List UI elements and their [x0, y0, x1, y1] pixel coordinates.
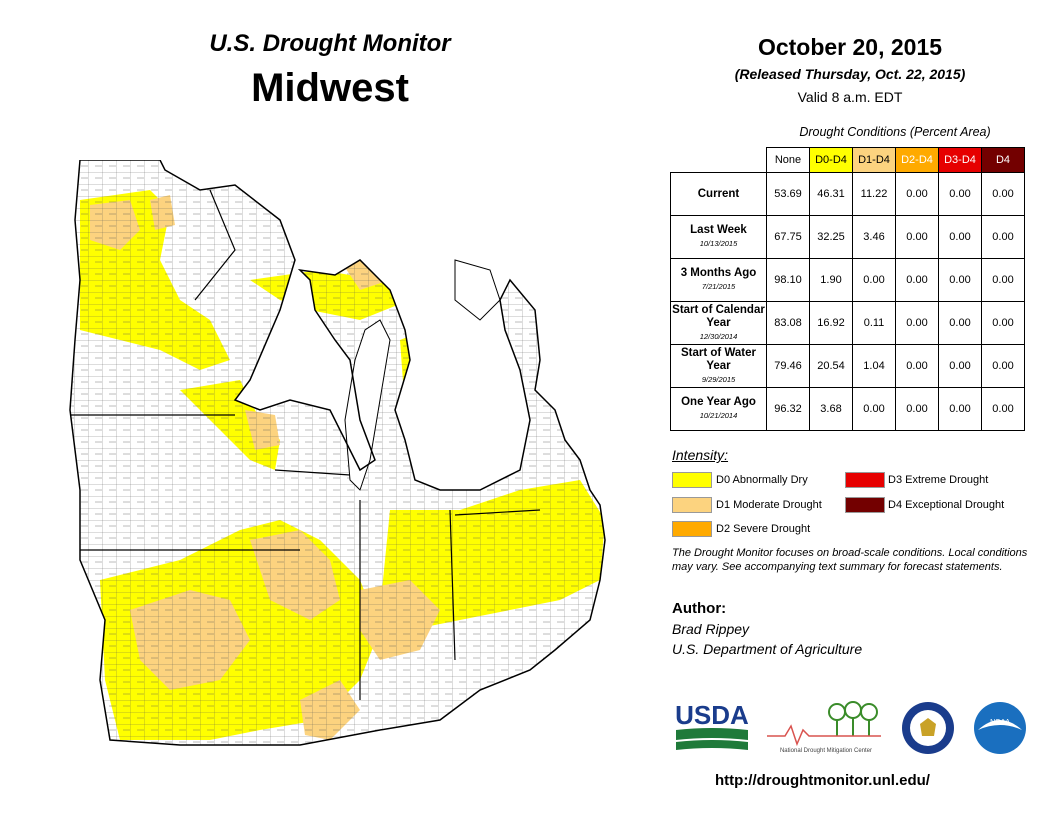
lake-michigan	[344, 319, 391, 491]
svg-text:USDA: USDA	[675, 700, 749, 730]
legend-swatch-d3	[845, 472, 885, 488]
table-cell: 0.00	[852, 387, 896, 431]
table-row: Last Week 10/13/2015 67.75 32.25 3.46 0.0…	[670, 215, 1025, 259]
table-row: 3 Months Ago 7/21/2015 98.10 1.90 0.00 0.…	[670, 258, 1025, 302]
table-row: Start of Calendar Year 12/30/2014 83.08 1…	[670, 301, 1025, 345]
table-cell: 0.00	[981, 387, 1025, 431]
legend-swatch-d4	[845, 497, 885, 513]
table-cell: 20.54	[809, 344, 853, 388]
table-cell: 0.00	[938, 344, 982, 388]
table-cell: 96.32	[766, 387, 810, 431]
ndmc-logo[interactable]: National Drought Mitigation Center	[765, 700, 887, 756]
release-date: (Released Thursday, Oct. 22, 2015)	[734, 66, 966, 82]
legend-label-d0: D0 Abnormally Dry	[716, 474, 808, 486]
commerce-seal-icon[interactable]	[900, 700, 956, 756]
legend-label-d2: D2 Severe Drought	[716, 523, 811, 535]
table-corner	[670, 147, 767, 173]
row-label: Start of Water Year 9/29/2015	[670, 344, 767, 388]
table-cell: 0.00	[895, 215, 939, 259]
table-cell: 16.92	[809, 301, 853, 345]
table-cell: 3.68	[809, 387, 853, 431]
legend-swatch-d0	[672, 472, 712, 488]
author-name: Brad Rippey	[672, 621, 750, 637]
table-cell: 0.00	[895, 258, 939, 302]
table-cell: 0.00	[981, 301, 1025, 345]
table-cell: 79.46	[766, 344, 810, 388]
table-cell: 0.00	[895, 301, 939, 345]
column-header-none: None	[766, 147, 810, 173]
table-cell: 32.25	[809, 215, 853, 259]
legend-label-d4: D4 Exceptional Drought	[888, 499, 1005, 511]
table-cell: 3.46	[852, 215, 896, 259]
legend-title: Intensity:	[672, 447, 729, 463]
region-outline	[69, 160, 606, 746]
svg-text:NOAA: NOAA	[990, 719, 1010, 726]
table-cell: 11.22	[852, 172, 896, 216]
table-cell: 0.00	[852, 258, 896, 302]
table-cell: 0.00	[981, 215, 1025, 259]
column-header-d2-d4: D2-D4	[895, 147, 939, 173]
disclaimer-note: The Drought Monitor focuses on broad-sca…	[672, 547, 1028, 573]
table-cell: 0.00	[938, 215, 982, 259]
table-cell: 0.00	[938, 301, 982, 345]
table-row: One Year Ago 10/21/2014 96.32 3.68 0.00 0…	[670, 387, 1025, 431]
table-cell: 0.00	[938, 387, 982, 431]
table-cell: 0.00	[938, 172, 982, 216]
table-row: Current 53.69 46.31 11.22 0.00 0.00 0.00	[670, 172, 1025, 216]
usda-logo[interactable]: USDA	[672, 700, 752, 756]
noaa-logo-icon[interactable]: NOAA	[972, 700, 1028, 756]
row-label: Start of Calendar Year 12/30/2014	[670, 301, 767, 345]
row-label: One Year Ago 10/21/2014	[670, 387, 767, 431]
table-row: Start of Water Year 9/29/2015 79.46 20.54…	[670, 344, 1025, 388]
map-date: October 20, 2015	[757, 34, 943, 60]
conditions-table-title: Drought Conditions (Percent Area)	[799, 125, 991, 139]
table-cell: 98.10	[766, 258, 810, 302]
author-heading: Author:	[672, 600, 727, 617]
website-link[interactable]: http://droughtmonitor.unl.edu/	[715, 772, 930, 789]
lake-huron-bay	[454, 259, 501, 321]
author-organization: U.S. Department of Agriculture	[672, 641, 863, 657]
legend-swatch-d2	[672, 521, 712, 537]
conditions-table: None D0-D4 D1-D4 D2-D4 D3-D4 D4 Current …	[670, 147, 1025, 431]
table-cell: 0.00	[981, 172, 1025, 216]
row-label: Current	[670, 172, 767, 216]
row-label: Last Week 10/13/2015	[670, 215, 767, 259]
legend-label-d3: D3 Extreme Drought	[888, 474, 989, 486]
table-cell: 0.00	[895, 344, 939, 388]
table-header-row: None D0-D4 D1-D4 D2-D4 D3-D4 D4	[670, 147, 1025, 173]
valid-time: Valid 8 a.m. EDT	[797, 89, 903, 105]
column-header-d1-d4: D1-D4	[852, 147, 896, 173]
state-borders	[70, 189, 541, 700]
table-cell: 0.00	[938, 258, 982, 302]
table-cell: 1.04	[852, 344, 896, 388]
table-cell: 0.00	[895, 172, 939, 216]
legend-swatch-d1	[672, 497, 712, 513]
legend-label-d1: D1 Moderate Drought	[716, 499, 822, 511]
column-header-d0-d4: D0-D4	[809, 147, 853, 173]
drought-map	[69, 160, 606, 746]
region-title: Midwest	[251, 66, 409, 110]
svg-text:National Drought Mitigation Ce: National Drought Mitigation Center	[780, 748, 872, 754]
table-cell: 53.69	[766, 172, 810, 216]
row-label: 3 Months Ago 7/21/2015	[670, 258, 767, 302]
table-cell: 46.31	[809, 172, 853, 216]
table-cell: 83.08	[766, 301, 810, 345]
column-header-d3-d4: D3-D4	[938, 147, 982, 173]
table-cell: 0.00	[981, 344, 1025, 388]
table-cell: 67.75	[766, 215, 810, 259]
column-header-d4: D4	[981, 147, 1025, 173]
table-cell: 1.90	[809, 258, 853, 302]
table-cell: 0.00	[981, 258, 1025, 302]
table-cell: 0.11	[852, 301, 896, 345]
table-cell: 0.00	[895, 387, 939, 431]
map-title: U.S. Drought Monitor	[209, 30, 451, 57]
